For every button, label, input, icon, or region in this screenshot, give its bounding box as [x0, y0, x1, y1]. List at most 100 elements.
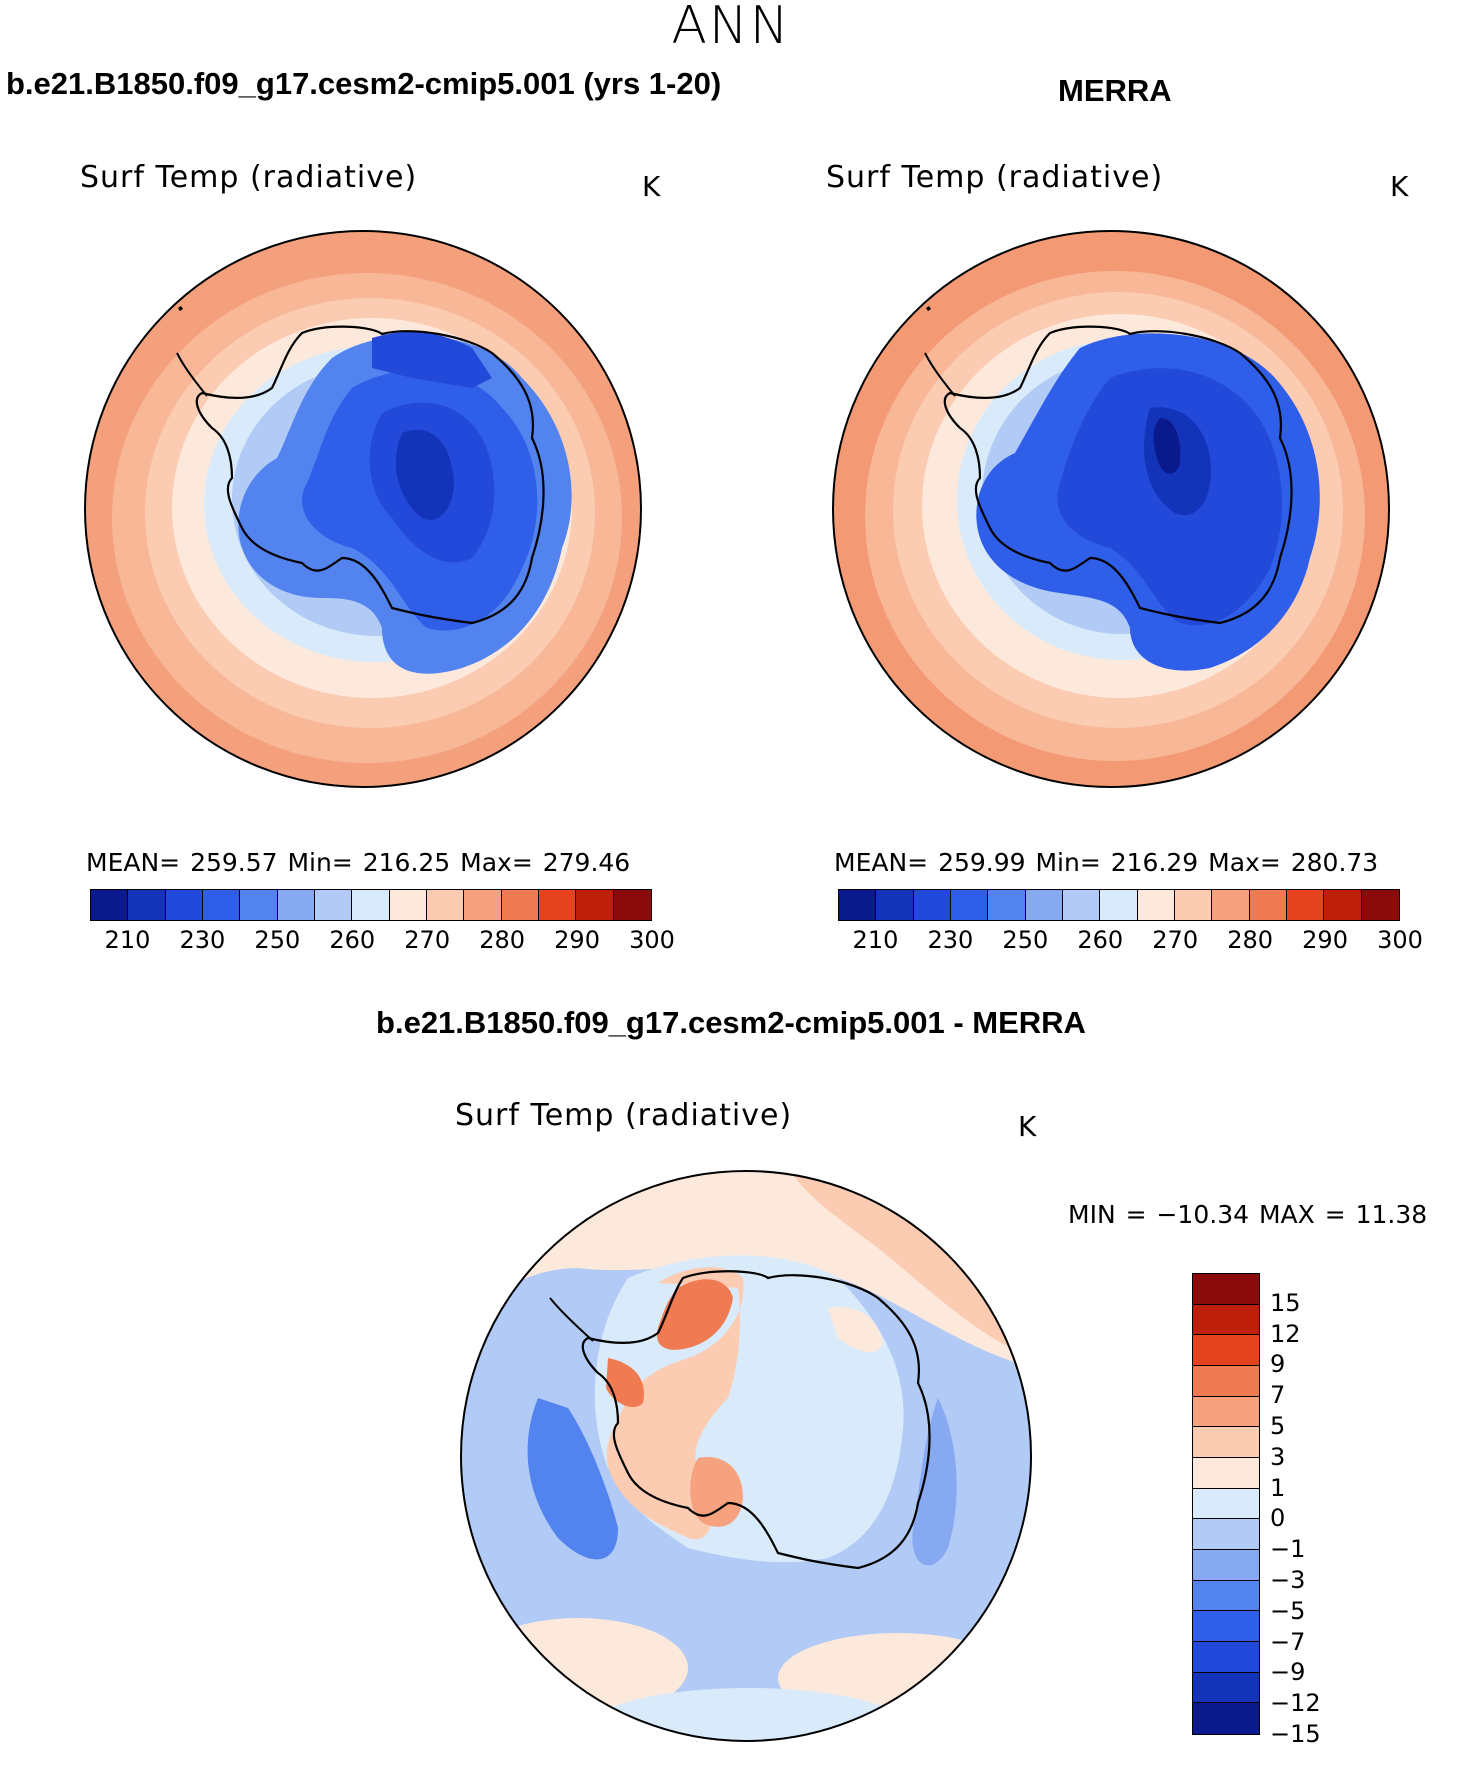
colorbar-tick-label: 250: [1002, 926, 1049, 954]
colorbar-swatch: [501, 890, 539, 920]
figure-title: ANN: [671, 0, 791, 56]
colorbar-swatch: [389, 890, 427, 920]
colorbar-tick-label: 210: [852, 926, 899, 954]
diff-field-peninsula-hot: [657, 1279, 733, 1350]
colorbar-tick-label: −12: [1270, 1689, 1321, 1718]
colorbar-tick-label: 260: [329, 926, 376, 954]
colorbar-tick-label: 280: [1227, 926, 1274, 954]
colorbar-swatch: [1193, 1642, 1259, 1673]
obs-map-border: [832, 230, 1390, 788]
colorbar-tick-label: 7: [1270, 1381, 1286, 1410]
colorbar-swatch: [203, 890, 241, 920]
diff-field-west-cold: [527, 1398, 618, 1560]
colorbar-swatch: [1063, 890, 1101, 920]
colorbar-tick-label: −9: [1270, 1658, 1306, 1687]
colorbar-tick-label: 290: [554, 926, 600, 954]
colorbar-swatch: [1193, 1703, 1259, 1734]
colorbar-swatch: [1193, 1550, 1259, 1581]
colorbar-swatch: [913, 890, 951, 920]
model-field-title: Surf Temp (radiative): [80, 160, 418, 195]
colorbar-swatch: [277, 890, 315, 920]
colorbar-tick-label: 290: [1302, 926, 1348, 954]
diff-stats: MIN = −10.34 MAX = 11.38: [1068, 1200, 1428, 1229]
colorbar-swatch: [839, 890, 877, 920]
colorbar-swatch: [1324, 890, 1362, 920]
obs-field-title: Surf Temp (radiative): [826, 160, 1164, 195]
diff-colorbar-ticks: 15 12 9 7 5 3 1 0 −1 −3 −5 −7 −9 −12 −15: [1270, 1273, 1380, 1748]
diff-map-border: [460, 1170, 1032, 1742]
colorbar-tick-label: 210: [104, 926, 151, 954]
model-case-title: b.e21.B1850.f09_g17.cesm2-cmip5.001 (yrs…: [6, 66, 722, 101]
colorbar-tick-label: −3: [1270, 1566, 1306, 1594]
diff-field-title: Surf Temp (radiative): [455, 1098, 793, 1133]
model-peninsula-tip: [176, 352, 208, 397]
model-south-america-tip: [96, 372, 102, 378]
diff-field-ross-warm: [690, 1457, 743, 1527]
diff-field-east-warm-patch: [828, 1307, 883, 1353]
obs-colorbar-ticks: 210 230 250 260 270 280 290 300: [838, 926, 1423, 960]
model-stats: MEAN= 259.57 Min= 216.25 Max= 279.46: [86, 848, 631, 877]
colorbar-tick-label: 280: [479, 926, 526, 954]
colorbar-swatch: [1137, 890, 1175, 920]
obs-stats: MEAN= 259.99 Min= 216.29 Max= 280.73: [834, 848, 1379, 877]
model-polar-map: [84, 230, 642, 788]
colorbar-swatch: [1193, 1458, 1259, 1489]
colorbar-tick-label: 12: [1270, 1319, 1301, 1348]
colorbar-swatch: [1193, 1672, 1259, 1704]
obs-colorbar: [838, 889, 1400, 921]
colorbar-swatch: [613, 890, 651, 920]
colorbar-swatch: [1361, 890, 1399, 920]
colorbar-swatch: [315, 890, 353, 920]
colorbar-tick-label: 3: [1270, 1442, 1286, 1471]
diff-polar-map: [460, 1170, 1032, 1742]
colorbar-tick-label: 1: [1270, 1473, 1286, 1502]
colorbar-swatch: [1175, 890, 1213, 920]
colorbar-swatch: [352, 890, 390, 920]
colorbar-tick-label: −15: [1270, 1720, 1321, 1748]
diff-field-peninsula-edge: [606, 1358, 644, 1408]
colorbar-swatch: [91, 890, 129, 920]
colorbar-tick-label: 250: [254, 926, 301, 954]
obs-units: K: [1390, 170, 1409, 203]
colorbar-tick-label: 260: [1077, 926, 1124, 954]
model-units: K: [642, 170, 661, 203]
model-colorbar-ticks: 210 230 250 260 270 280 290 300: [90, 926, 675, 960]
colorbar-tick-label: 270: [1152, 926, 1199, 954]
diff-units: K: [1018, 1110, 1037, 1143]
colorbar-swatch: [128, 890, 166, 920]
colorbar-swatch: [427, 890, 465, 920]
colorbar-swatch: [1193, 1366, 1259, 1397]
colorbar-swatch: [876, 890, 914, 920]
colorbar-swatch: [1193, 1611, 1259, 1642]
model-island: [178, 306, 183, 311]
obs-island: [926, 306, 931, 311]
model-field-ridge: [372, 331, 492, 388]
diff-island: [518, 1261, 523, 1266]
model-field-band-220: [395, 429, 454, 520]
model-colorbar: [90, 889, 652, 921]
colorbar-swatch: [1193, 1396, 1259, 1428]
colorbar-swatch: [1193, 1519, 1259, 1550]
diff-field-east-cold: [912, 1398, 957, 1566]
colorbar-swatch: [165, 890, 203, 920]
colorbar-tick-label: −1: [1270, 1535, 1306, 1564]
colorbar-swatch: [1287, 890, 1325, 920]
colorbar-swatch: [1100, 890, 1138, 920]
colorbar-swatch: [951, 890, 989, 920]
diff-field-continent-warm-west: [606, 1267, 744, 1540]
colorbar-swatch: [1193, 1488, 1259, 1520]
colorbar-swatch: [1025, 890, 1063, 920]
diff-antarctica-coastline: [581, 1270, 931, 1570]
colorbar-tick-label: −5: [1270, 1596, 1306, 1625]
colorbar-swatch: [1193, 1580, 1259, 1612]
obs-antarctica-coastline: [943, 325, 1293, 625]
colorbar-tick-label: 300: [629, 926, 675, 954]
colorbar-swatch: [464, 890, 502, 920]
obs-field-band-210: [1153, 418, 1181, 474]
colorbar-tick-label: 0: [1270, 1504, 1286, 1533]
obs-polar-map: [832, 230, 1390, 788]
colorbar-swatch: [576, 890, 614, 920]
model-map-border: [84, 230, 642, 788]
colorbar-swatch: [1249, 890, 1287, 920]
model-antarctica-coastline: [195, 325, 545, 625]
